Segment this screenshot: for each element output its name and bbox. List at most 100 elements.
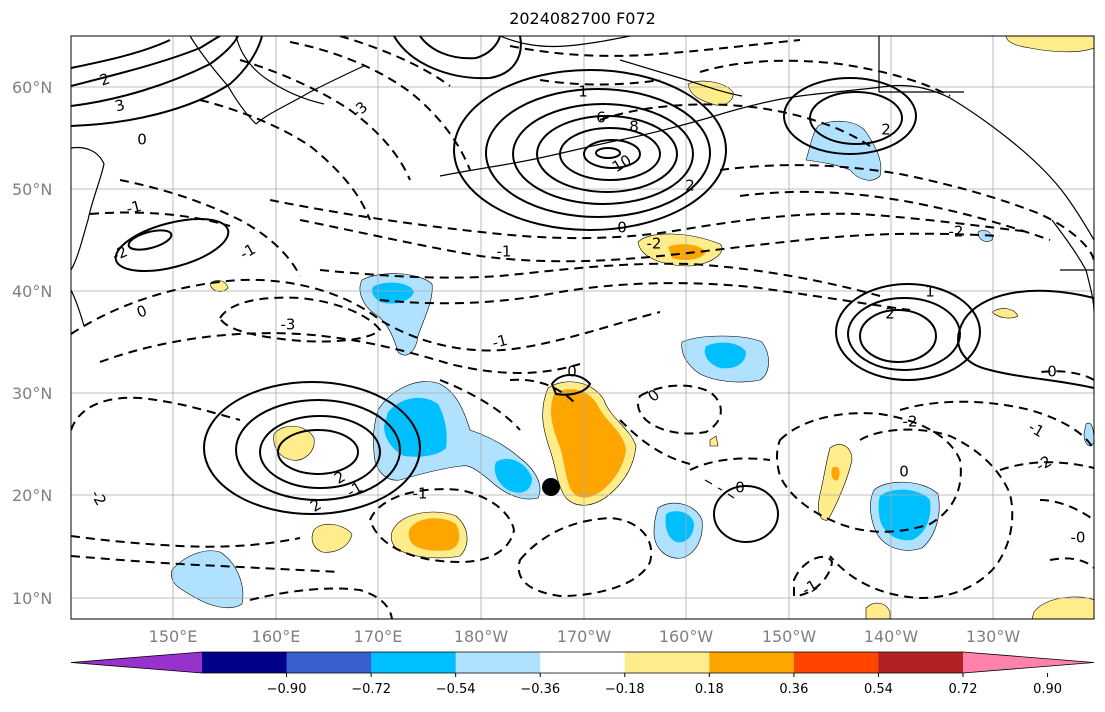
contour-neg-se-5 [1039, 499, 1094, 521]
shade-negative-n13-160w-inner [665, 511, 694, 543]
contour-neg-mid-1 [299, 219, 1001, 263]
shade-positive-top-right [1005, 36, 1094, 53]
contour-neg-se-1 [776, 412, 962, 533]
contour-high-north-3 [512, 103, 694, 205]
contour-neg-south-7 [637, 384, 722, 435]
map-title: 2024082700 F072 [509, 9, 656, 28]
contour-label: -1 [124, 197, 143, 218]
contour-neg-se-7 [793, 555, 834, 598]
contour-label: 0 [899, 463, 909, 481]
coastline-gulf-alaska [949, 97, 1094, 241]
colorbar: −0.90 −0.72 −0.54 −0.36 −0.18 0.18 0.36 0.54 0.7… [70, 651, 1095, 697]
contour-high-east-outer [957, 289, 1094, 389]
lon-label: 160°E [252, 627, 301, 646]
contour-neg-nw-1 [239, 59, 411, 181]
contour-neg-north-2 [699, 59, 951, 97]
colorbar-tick-label: 0.54 [864, 682, 893, 697]
colorbar-tick-label: 0.18 [695, 682, 724, 697]
colorbar-tick-label: 0.36 [779, 682, 808, 697]
contour-label: 8 [629, 118, 639, 136]
contour-neg-mid-3 [319, 262, 881, 297]
contour-neg-north-1 [599, 103, 871, 147]
contour-neg-nw-2 [289, 41, 471, 171]
contour-high-top-2 [393, 36, 522, 80]
coastline-kamchatka-asia [71, 146, 105, 271]
colorbar-tick-label: −0.18 [605, 682, 645, 697]
colorbar-outline [70, 651, 1095, 674]
contour-high-east-3 [859, 309, 937, 363]
contour-label: 3 [113, 96, 127, 116]
contour-neg-center-1 [439, 379, 521, 431]
map-frame-border [70, 35, 1095, 620]
contour-label: 0 [617, 219, 627, 237]
contour-neg-south-6 [517, 516, 653, 598]
coastline-siberia-east [499, 36, 631, 48]
shade-negative-central-pacific-inner2 [494, 458, 532, 493]
contour-label: 2 [881, 121, 891, 139]
contour-label: -1 [497, 243, 512, 261]
colorbar-segment [878, 652, 964, 673]
contour-label: 0 [735, 479, 745, 497]
contour-neg-west-2 [218, 296, 382, 343]
contour-label: -2 [109, 242, 130, 265]
contour-label: 2 [685, 177, 695, 195]
shade-positive-n22-146w [818, 444, 853, 521]
colorbar-segment [455, 652, 541, 673]
contour-label: -0 [1071, 529, 1086, 547]
contour-high-nw-1 [114, 217, 230, 273]
colorbar-segment [202, 652, 288, 673]
contour-high-west-3 [259, 415, 381, 489]
lon-label: 170°E [354, 627, 403, 646]
contour-neg-north-3 [509, 39, 801, 57]
lat-label: 40°N [12, 282, 52, 301]
coastline-kuril-islands [255, 65, 365, 125]
contour-high-east-2 [847, 297, 961, 371]
contour-high-north-6 [583, 139, 641, 169]
contour-neg-se-2 [829, 428, 1014, 600]
contour-high-west-2 [235, 399, 401, 501]
shade-positive-n25-159w [709, 435, 719, 447]
lat-label: 10°N [12, 589, 52, 608]
lat-label: 30°N [12, 384, 52, 403]
shade-positive-bottom-140w [865, 602, 891, 619]
contour-neg-center-4 [689, 457, 771, 471]
contour-neg-se-6 [1049, 557, 1094, 569]
contour-high-nw-2 [127, 229, 173, 251]
colorbar-tick-label: −0.72 [351, 682, 391, 697]
shade-positive-n22-146w-inner [831, 466, 840, 481]
solid-contours [71, 36, 1094, 543]
colorbar-tick-label: 0.72 [949, 682, 978, 697]
contour-label: 0 [567, 363, 577, 381]
contour-neg-ne-1 [719, 164, 1094, 261]
coastline-aleutians [439, 117, 709, 177]
contour-high-topleft-3 [71, 36, 263, 127]
contour-label: -2 [647, 235, 662, 253]
contour-high-north-5 [559, 127, 661, 181]
shade-negative-n39-175e-inner [372, 282, 414, 304]
contour-zero-south [713, 485, 779, 543]
contour-neg-north-4 [539, 79, 661, 86]
contour-label: -3 [281, 316, 296, 334]
lat-label: 20°N [12, 486, 52, 505]
contour-neg-nw-3 [339, 36, 451, 87]
coastline-hawaii [704, 479, 735, 499]
coastline-sea-okhotsk [235, 36, 325, 105]
dashed-contours [71, 36, 1094, 619]
storm-center-marker [542, 478, 560, 496]
contour-neg-se-4 [999, 461, 1094, 471]
coastline-alaska-peninsula [707, 84, 951, 119]
contour-neg-nw-4 [199, 99, 371, 221]
contour-label: 2 [885, 305, 895, 323]
shade-positive-n16-177e-inner [408, 518, 460, 551]
coastline-alaska-west [619, 59, 743, 97]
shade-negative-n12-170e [171, 550, 244, 609]
contour-neg-mid-2 [269, 199, 1031, 240]
contour-high-north-4 [536, 115, 678, 193]
colorbar-tick-label: −0.36 [520, 682, 560, 697]
contour-label: 1 [578, 83, 588, 101]
colorbar-tick-label: −0.90 [267, 682, 307, 697]
colorbar-extend-high [963, 652, 1094, 673]
contour-high-top-1 [419, 36, 501, 60]
contour-neg-mid-4 [379, 282, 911, 311]
contour-high-north-2 [485, 88, 711, 218]
